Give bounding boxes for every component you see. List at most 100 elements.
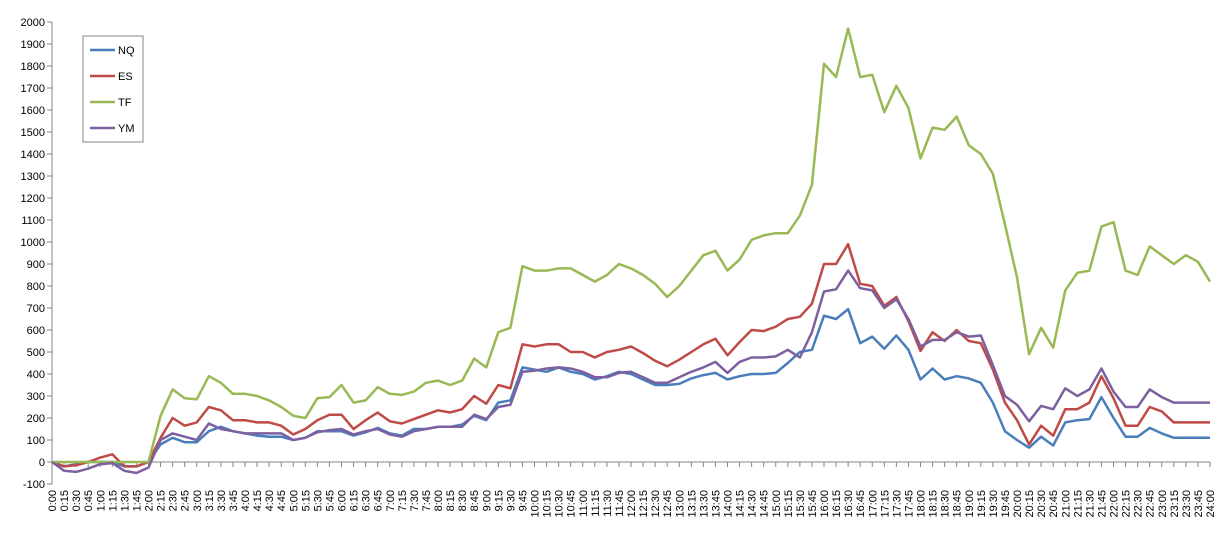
x-tick-label: 4:00 xyxy=(240,490,252,511)
x-tick-label: 19:45 xyxy=(1000,490,1012,518)
x-tick-label: 15:30 xyxy=(795,490,807,518)
y-tick-label: 100 xyxy=(27,435,45,447)
x-tick-label: 9:30 xyxy=(505,490,517,511)
x-tick-label: 15:45 xyxy=(807,490,819,518)
x-tick-label: 5:45 xyxy=(324,490,336,511)
x-tick-label: 1:00 xyxy=(95,490,107,511)
x-tick-label: 4:15 xyxy=(252,490,264,511)
x-tick-label: 22:45 xyxy=(1145,490,1157,518)
x-tick-label: 0:45 xyxy=(83,490,95,511)
y-tick-label: 300 xyxy=(27,391,45,403)
x-tick-label: 22:30 xyxy=(1133,490,1145,518)
x-tick-label: 4:45 xyxy=(276,490,288,511)
legend-label: ES xyxy=(118,71,133,83)
y-tick-label: 1100 xyxy=(21,215,45,227)
x-tick-label: 7:30 xyxy=(409,490,421,511)
x-tick-label: 8:00 xyxy=(433,490,445,511)
legend-label: YM xyxy=(118,123,135,135)
y-tick-label: 1200 xyxy=(21,193,45,205)
x-tick-label: 8:45 xyxy=(469,490,481,511)
x-tick-label: 18:00 xyxy=(916,490,928,518)
x-tick-label: 0:00 xyxy=(47,490,59,511)
x-tick-label: 3:15 xyxy=(204,490,216,511)
x-tick-label: 2:15 xyxy=(156,490,168,511)
x-tick-label: 9:00 xyxy=(481,490,493,511)
y-tick-label: 2000 xyxy=(21,17,45,29)
x-tick-label: 11:15 xyxy=(590,490,602,517)
x-tick-label: 10:45 xyxy=(566,490,578,518)
x-tick-label: 16:15 xyxy=(831,490,843,518)
x-tick-label: 5:30 xyxy=(312,490,324,511)
x-tick-label: 12:30 xyxy=(650,490,662,518)
x-tick-label: 6:00 xyxy=(337,490,349,511)
x-tick-label: 12:00 xyxy=(626,490,638,518)
x-tick-label: 5:00 xyxy=(288,490,300,511)
x-tick-label: 7:15 xyxy=(397,490,409,511)
y-tick-label: 1400 xyxy=(21,149,45,161)
y-tick-label: 0 xyxy=(39,457,45,469)
y-tick-label: 200 xyxy=(27,413,45,425)
x-tick-label: 21:15 xyxy=(1072,490,1084,518)
x-tick-label: 6:45 xyxy=(373,490,385,511)
x-tick-label: 23:30 xyxy=(1181,490,1193,518)
x-tick-label: 0:30 xyxy=(71,490,83,511)
x-tick-label: 10:30 xyxy=(554,490,566,518)
x-tick-label: 17:45 xyxy=(903,490,915,518)
series-line xyxy=(52,27,1212,464)
y-tick-label: 1800 xyxy=(21,61,45,73)
legend-label: TF xyxy=(118,97,132,109)
y-tick-label: 1000 xyxy=(21,237,45,249)
x-tick-label: 6:15 xyxy=(349,490,361,511)
x-tick-label: 20:00 xyxy=(1012,490,1024,518)
x-tick-label: 10:15 xyxy=(542,490,554,518)
x-tick-label: 22:00 xyxy=(1109,490,1121,518)
x-tick-label: 1:15 xyxy=(107,490,119,511)
x-tick-label: 12:15 xyxy=(638,490,650,518)
x-tick-label: 15:15 xyxy=(783,490,795,518)
y-tick-label: 1600 xyxy=(21,105,45,117)
x-tick-label: 19:15 xyxy=(976,490,988,518)
x-tick-label: 9:45 xyxy=(517,490,529,511)
y-tick-label: -100 xyxy=(23,479,45,491)
x-tick-label: 0:15 xyxy=(59,490,71,511)
x-tick-label: 19:30 xyxy=(988,490,1000,518)
x-tick-label: 21:30 xyxy=(1084,490,1096,518)
x-tick-label: 11:00 xyxy=(578,490,590,517)
y-tick-label: 1300 xyxy=(21,171,45,183)
y-tick-label: 600 xyxy=(27,325,45,337)
x-tick-label: 13:00 xyxy=(674,490,686,518)
x-tick-label: 20:30 xyxy=(1036,490,1048,518)
y-tick-label: 500 xyxy=(27,347,45,359)
x-tick-label: 15:00 xyxy=(771,490,783,518)
x-tick-label: 20:45 xyxy=(1048,490,1060,518)
y-tick-label: 1700 xyxy=(21,83,45,95)
x-tick-label: 22:15 xyxy=(1121,490,1133,518)
x-tick-label: 17:00 xyxy=(867,490,879,518)
x-tick-label: 13:45 xyxy=(710,490,722,518)
x-tick-label: 13:30 xyxy=(698,490,710,518)
x-tick-label: 18:15 xyxy=(928,490,940,518)
y-tick-label: 800 xyxy=(27,281,45,293)
y-tick-label: 700 xyxy=(27,303,45,315)
x-tick-label: 21:00 xyxy=(1060,490,1072,518)
x-tick-label: 14:00 xyxy=(723,490,735,518)
series-line xyxy=(51,242,1210,468)
x-tick-label: 3:30 xyxy=(216,490,228,511)
x-tick-label: 23:00 xyxy=(1157,490,1169,518)
legend-box xyxy=(82,35,144,143)
x-tick-label: 14:45 xyxy=(759,490,771,518)
x-tick-label: 21:45 xyxy=(1096,490,1108,518)
x-tick-label: 16:45 xyxy=(855,490,867,518)
x-tick-label: 11:30 xyxy=(602,490,614,517)
y-tick-label: 1900 xyxy=(21,39,45,51)
y-tick-label: 400 xyxy=(27,369,45,381)
x-tick-label: 5:15 xyxy=(300,490,312,511)
x-tick-label: 8:15 xyxy=(445,490,457,511)
x-tick-label: 18:30 xyxy=(940,490,952,518)
x-tick-label: 3:45 xyxy=(228,490,240,511)
x-tick-label: 20:15 xyxy=(1024,490,1036,518)
x-tick-label: 13:15 xyxy=(686,490,698,518)
series-line xyxy=(51,269,1210,475)
x-tick-label: 16:00 xyxy=(819,490,831,518)
